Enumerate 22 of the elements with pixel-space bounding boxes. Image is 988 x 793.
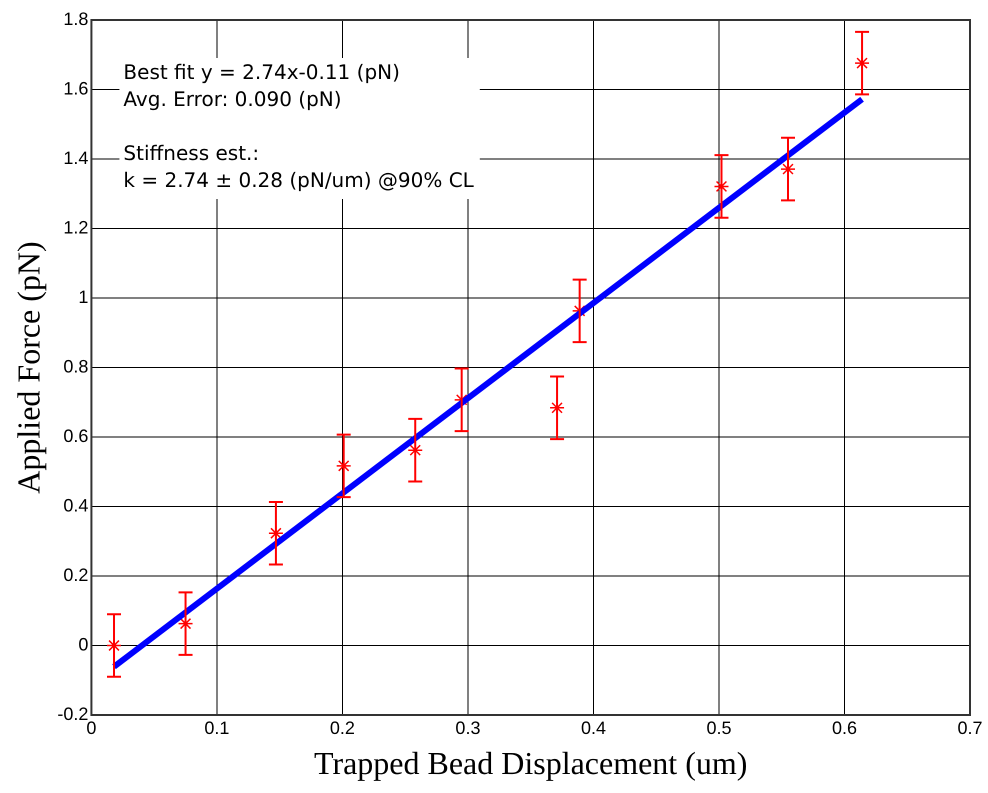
y-tick-label: 0.6 bbox=[63, 426, 88, 446]
y-tick-label: 0.4 bbox=[63, 495, 88, 516]
y-tick-label: 1 bbox=[78, 286, 88, 307]
x-tick-label: 0.1 bbox=[204, 718, 230, 738]
y-tick-label: 0 bbox=[78, 634, 88, 654]
y-tick-label: -0.2 bbox=[57, 704, 88, 724]
y-tick-label: 1.2 bbox=[63, 217, 88, 238]
x-tick-label: 0.2 bbox=[330, 718, 355, 738]
x-axis-title: Trapped Bead Displacement (um) bbox=[314, 745, 748, 782]
y-tick-label: 1.6 bbox=[63, 78, 88, 98]
x-tick-label: 0.4 bbox=[580, 718, 606, 738]
y-tick-label: 1.4 bbox=[63, 148, 88, 168]
y-tick-label: 0.8 bbox=[63, 356, 88, 376]
x-tick-label: 0.7 bbox=[957, 718, 983, 738]
x-tick-label: 0.3 bbox=[455, 718, 480, 738]
annotation: Stiffness est.: k = 2.74 ± 0.28 (pN/um) @90% CL bbox=[123, 141, 475, 192]
y-tick-label: 1.8 bbox=[63, 8, 88, 29]
y-tick-label: 0.2 bbox=[63, 564, 88, 585]
y-axis-title: Applied Force (pN) bbox=[10, 241, 47, 494]
x-tick-label: 0.6 bbox=[832, 718, 858, 738]
x-tick-label: 0.5 bbox=[706, 718, 732, 738]
annotation: Best fit y = 2.74x-0.11 (pN) Avg. Error: 0.090 (pN) bbox=[123, 60, 400, 112]
